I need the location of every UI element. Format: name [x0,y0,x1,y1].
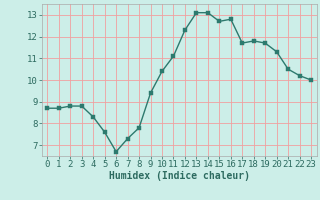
X-axis label: Humidex (Indice chaleur): Humidex (Indice chaleur) [109,171,250,181]
